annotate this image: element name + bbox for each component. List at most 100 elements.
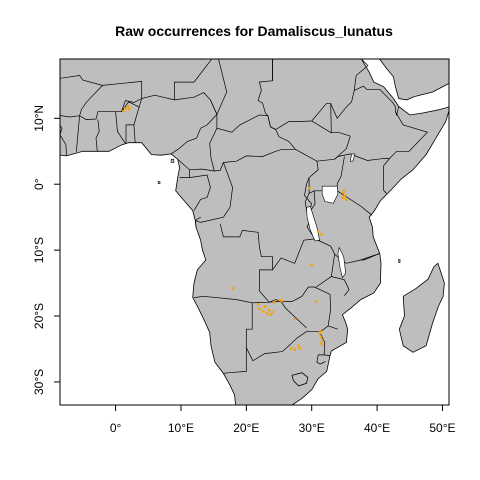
occurrence-point-16 [258, 307, 261, 310]
country-border-23 [304, 190, 316, 215]
occurrence-point-15 [256, 303, 260, 306]
y-tick-label-0: 10°N [32, 105, 46, 132]
country-border-13 [195, 162, 233, 223]
occurrence-point-6 [343, 194, 347, 197]
occurrence-point-2 [122, 109, 125, 113]
sao-tome-island [157, 181, 161, 184]
country-border-7 [210, 99, 218, 115]
x-axis: 0° 10°E 20°E 30°E 40°E 50°E [110, 405, 456, 435]
lesotho-border [291, 372, 309, 387]
country-border-46 [327, 325, 339, 330]
occurrence-point-10 [341, 196, 344, 199]
country-border-1 [95, 119, 100, 152]
occurrence-point-35 [320, 342, 323, 345]
occurrence-point-26 [315, 300, 318, 303]
occurrence-point-5 [341, 191, 345, 194]
lakes-layer [306, 153, 356, 279]
country-border-15 [219, 223, 282, 303]
country-border-34 [383, 158, 390, 195]
occurrence-point-11 [317, 230, 320, 233]
occurrence-point-29 [293, 348, 296, 351]
x-tick-label-0: 0° [110, 421, 122, 435]
country-border-44 [316, 354, 326, 365]
occurrence-point-1 [126, 105, 130, 108]
occurrence-point-14 [232, 287, 235, 290]
country-border-47 [195, 216, 201, 221]
occurrence-point-31 [298, 347, 302, 350]
y-tick-label-4: 30°S [32, 369, 46, 395]
map-panel [60, 59, 449, 405]
country-border-35 [275, 120, 332, 134]
country-border-16 [193, 295, 253, 374]
lake-0 [321, 185, 339, 204]
occurrence-point-32 [318, 332, 321, 335]
bioko-island [170, 158, 175, 163]
country-border-10 [177, 158, 215, 172]
occurrence-point-34 [321, 339, 324, 342]
country-border-0 [60, 92, 218, 155]
lake-2 [337, 246, 347, 279]
country-border-45 [360, 253, 380, 261]
occurrence-point-36 [319, 330, 322, 333]
country-border-14 [194, 220, 197, 228]
country-border-3 [125, 107, 140, 144]
occurrence-point-7 [342, 196, 345, 200]
country-border-42 [121, 98, 142, 112]
country-border-36 [311, 102, 332, 122]
country-border-21 [331, 276, 350, 296]
country-border-4 [133, 124, 136, 143]
country-border-30 [330, 59, 369, 160]
country-border-33 [395, 106, 400, 117]
occurrence-point-24 [278, 299, 281, 302]
occurrence-point-17 [262, 310, 265, 313]
occurrence-point-4 [308, 187, 311, 190]
country-border-43 [319, 331, 331, 356]
x-tick-label-3: 30°E [299, 421, 325, 435]
y-tick-label-1: 0° [32, 178, 46, 190]
occurrence-point-30 [296, 344, 300, 347]
comoros-islands [398, 259, 401, 263]
lake-3 [349, 153, 356, 162]
occurrence-point-20 [264, 305, 267, 308]
occurrence-point-13 [310, 264, 313, 267]
country-border-38 [216, 59, 228, 115]
occurrence-point-21 [271, 310, 274, 314]
x-tick-label-2: 20°E [233, 421, 259, 435]
madagascar-landmass [398, 262, 445, 353]
plot-title: Raw occurrences for Damaliscus_lunatus [115, 23, 393, 39]
country-border-19 [280, 301, 307, 329]
country-border-9 [209, 128, 296, 172]
occurrence-point-3 [128, 107, 131, 111]
occurrence-point-9 [343, 189, 346, 192]
country-border-12 [189, 174, 211, 211]
occurrence-point-23 [272, 301, 275, 304]
x-tick-label-4: 40°E [364, 421, 390, 435]
country-border-40 [60, 75, 143, 99]
occurrence-point-19 [268, 308, 271, 312]
occurrence-point-25 [280, 299, 283, 303]
x-tick-label-1: 10°E [168, 421, 194, 435]
occurrence-point-27 [293, 318, 296, 321]
occurrence-point-22 [269, 313, 272, 316]
arabia-landmass [379, 59, 449, 101]
y-tick-label-2: 10°S [32, 237, 46, 263]
occurrence-point-8 [345, 198, 348, 202]
lake-1 [306, 206, 320, 242]
panel-frame [59, 58, 450, 406]
country-border-41 [79, 85, 103, 116]
country-border-6 [75, 115, 80, 152]
country-border-24 [308, 161, 319, 194]
x-tick-label-5: 50°E [429, 421, 455, 435]
country-border-29 [257, 59, 276, 130]
country-border-2 [115, 111, 126, 144]
occurrence-points [122, 105, 348, 351]
country-border-31 [354, 85, 396, 107]
country-border-18 [252, 286, 332, 333]
occurrence-point-28 [290, 347, 293, 350]
occurrence-point-12 [320, 233, 323, 236]
country-border-17 [245, 330, 320, 362]
country-border-39 [174, 59, 213, 100]
y-axis: 10°N 0° 10°S 20°S 30°S [32, 105, 60, 395]
y-tick-label-3: 20°S [32, 303, 46, 329]
